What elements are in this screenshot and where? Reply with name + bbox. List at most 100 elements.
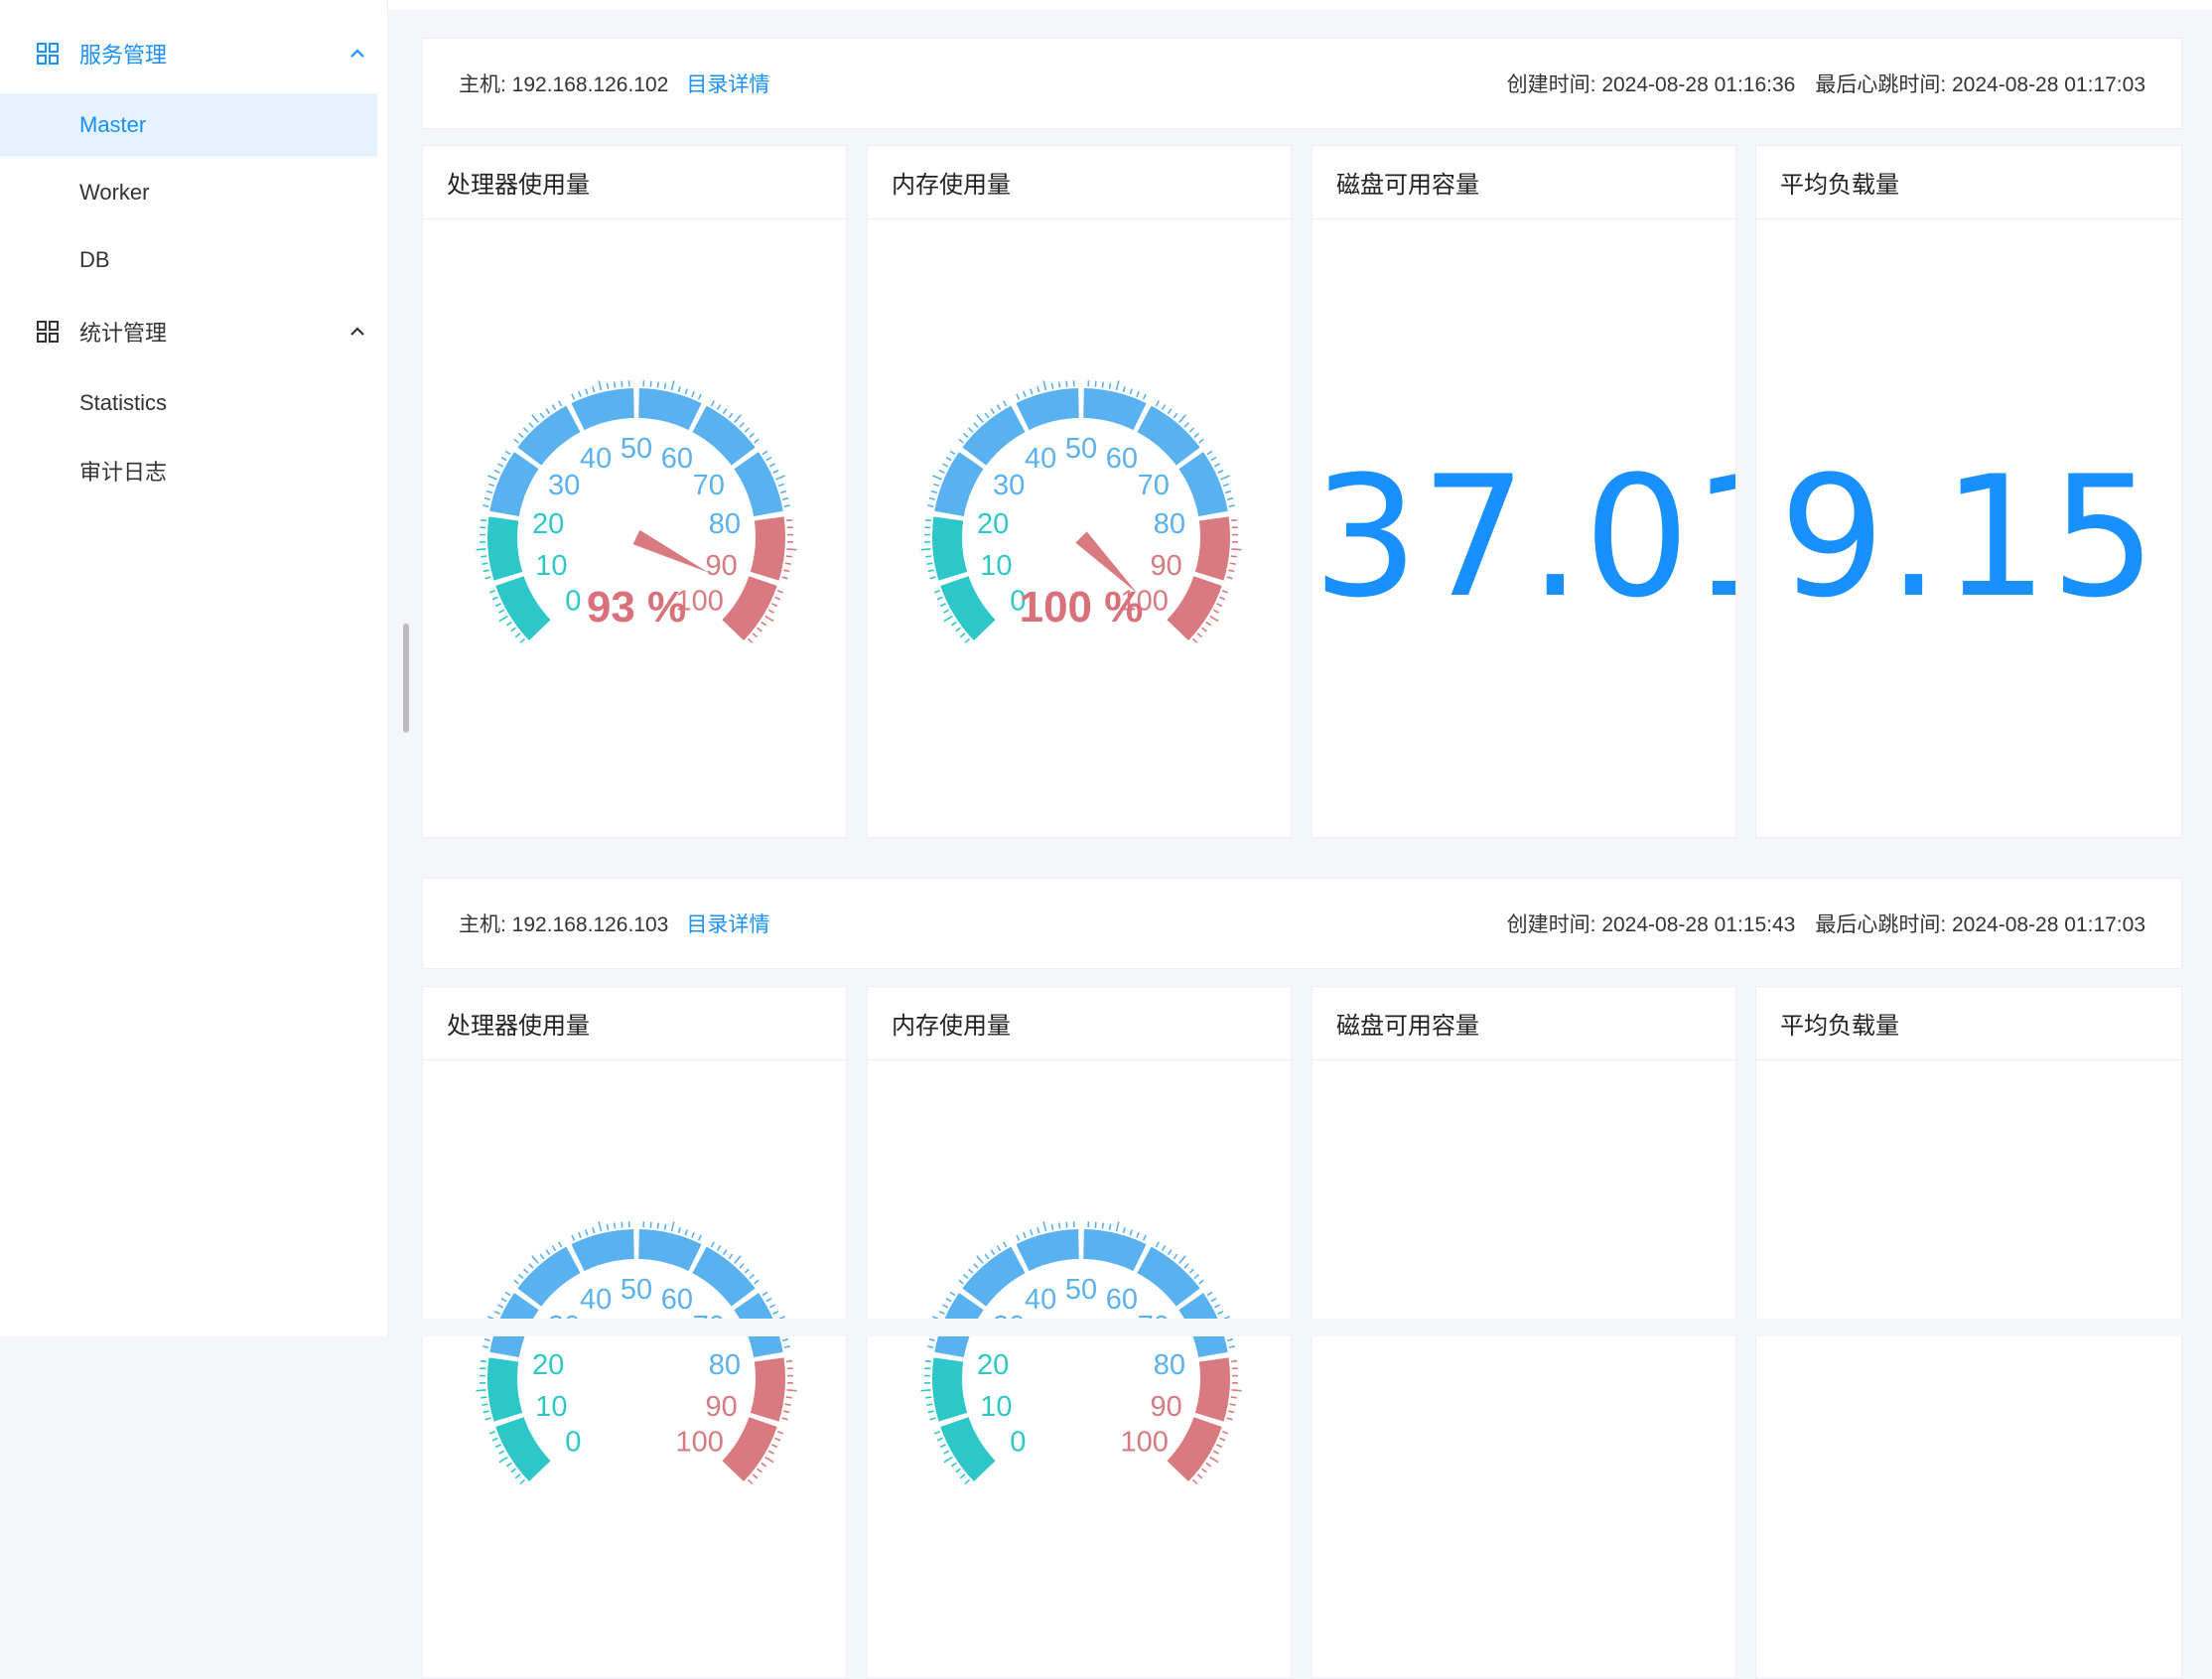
gauge-minor-tick bbox=[572, 1235, 574, 1240]
gauge-minor-tick bbox=[494, 1312, 499, 1315]
chevron-up-icon[interactable] bbox=[346, 42, 369, 66]
gauge-minor-tick bbox=[540, 1254, 544, 1259]
gauge-minor-tick bbox=[997, 405, 1000, 410]
gauge-minor-tick bbox=[717, 405, 720, 410]
gauge-minor-tick bbox=[1123, 386, 1125, 392]
grid-icon bbox=[36, 320, 60, 344]
gauge-minor-tick bbox=[515, 1474, 520, 1478]
gauge-minor-tick bbox=[1043, 1221, 1045, 1231]
gauge-minor-tick bbox=[1217, 604, 1222, 607]
sidebar-item-audit-log[interactable]: 审计日志 bbox=[0, 439, 377, 502]
gauge-minor-tick bbox=[786, 1397, 792, 1398]
gauge-tick-label: 80 bbox=[709, 508, 741, 540]
sidebar-item-statistics[interactable]: Statistics bbox=[0, 371, 377, 435]
gauge-minor-tick bbox=[511, 1469, 516, 1472]
disk-available-value: 37.01 bbox=[1313, 440, 1735, 634]
gauge-minor-tick bbox=[729, 1254, 733, 1259]
sidebar-scrollbar[interactable] bbox=[403, 624, 409, 733]
gauge-minor-tick bbox=[1197, 633, 1202, 637]
gauge-tick-label: 0 bbox=[565, 1427, 581, 1459]
gauge-minor-tick bbox=[664, 383, 665, 389]
gauge-minor-tick bbox=[1214, 1305, 1219, 1308]
gauge-minor-tick bbox=[1218, 1312, 1223, 1315]
gauge-minor-tick bbox=[925, 556, 931, 557]
gauge-minor-tick bbox=[1144, 1235, 1146, 1240]
gauge-minor-tick bbox=[1102, 382, 1103, 388]
gauge-minor-tick bbox=[1184, 423, 1188, 427]
gauge-minor-tick bbox=[492, 597, 498, 599]
gauge-minor-tick bbox=[1210, 1457, 1219, 1462]
gauge-band-segment bbox=[1195, 516, 1230, 580]
gauge-minor-tick bbox=[926, 563, 932, 564]
gauge-minor-tick bbox=[499, 610, 504, 613]
gauge-minor-tick bbox=[489, 591, 495, 593]
gauge-minor-tick bbox=[997, 1246, 1000, 1251]
gauge-minor-tick bbox=[1189, 1269, 1193, 1273]
grid-icon bbox=[36, 42, 60, 66]
chevron-up-icon[interactable] bbox=[346, 320, 369, 344]
gauge-minor-tick bbox=[940, 604, 945, 607]
gauge-minor-tick bbox=[579, 391, 581, 397]
gauge-minor-tick bbox=[1231, 1361, 1237, 1362]
directory-detail-link[interactable]: 目录详情 bbox=[686, 69, 769, 98]
gauge-minor-tick bbox=[778, 484, 784, 486]
gauge-minor-tick bbox=[729, 413, 733, 418]
gauge-minor-tick bbox=[1230, 563, 1236, 564]
directory-detail-link[interactable]: 目录详情 bbox=[686, 909, 769, 938]
sidebar-group-statistics[interactable]: 统计管理 bbox=[0, 296, 387, 367]
gauge-tick-label: 50 bbox=[621, 1274, 652, 1306]
gauge-minor-tick bbox=[1095, 1222, 1096, 1228]
gauge-tick-label: 80 bbox=[1154, 1349, 1185, 1381]
gauge-band-segment bbox=[487, 1357, 522, 1421]
gauge-minor-tick bbox=[520, 638, 524, 642]
gauge-minor-tick bbox=[1184, 1264, 1188, 1268]
gauge-minor-tick bbox=[546, 1250, 549, 1255]
gauge-minor-tick bbox=[768, 1451, 773, 1454]
gauge-minor-tick bbox=[786, 556, 792, 557]
gauge-minor-tick bbox=[937, 597, 943, 599]
sidebar-item-master[interactable]: Master bbox=[0, 93, 377, 157]
gauge-minor-tick bbox=[927, 505, 933, 506]
gauge-tick-label: 60 bbox=[1106, 1284, 1138, 1316]
gauge-minor-tick bbox=[782, 1418, 788, 1420]
sidebar-item-worker[interactable]: Worker bbox=[0, 161, 377, 224]
gauge-minor-tick bbox=[1004, 401, 1007, 406]
gauge-minor-tick bbox=[772, 1445, 777, 1448]
gauge-minor-tick bbox=[1192, 1479, 1196, 1483]
gauge-minor-tick bbox=[692, 1232, 694, 1238]
gauge-minor-tick bbox=[482, 563, 487, 564]
gauge-minor-tick bbox=[1222, 1432, 1228, 1434]
viewport-bottom bbox=[388, 1319, 2212, 1336]
gauge-minor-tick bbox=[1116, 380, 1118, 390]
gauge-minor-tick bbox=[650, 1222, 651, 1228]
gauge-tick-label: 90 bbox=[705, 1391, 737, 1423]
gauge-tick-label: 70 bbox=[1138, 470, 1170, 501]
gauge-minor-tick bbox=[929, 1339, 935, 1340]
gauge-minor-tick bbox=[925, 1397, 931, 1398]
gauge-minor-tick bbox=[959, 1280, 964, 1284]
gauge-minor-tick bbox=[1137, 1232, 1139, 1238]
gauge-minor-tick bbox=[783, 570, 789, 571]
gauge-minor-tick bbox=[486, 491, 492, 493]
created-time: 创建时间: 2024-08-28 01:16:36 bbox=[1507, 69, 1796, 98]
gauge-minor-tick bbox=[524, 428, 528, 432]
gauge-minor-tick bbox=[1232, 1390, 1242, 1391]
gauge-minor-tick bbox=[768, 610, 773, 613]
gauge-minor-tick bbox=[1228, 570, 1234, 571]
gauge-minor-tick bbox=[599, 380, 601, 390]
gauge-minor-tick bbox=[934, 1432, 940, 1434]
gauge-minor-tick bbox=[780, 491, 786, 493]
gauge-minor-tick bbox=[1162, 1246, 1165, 1251]
card-title: 磁盘可用容量 bbox=[1313, 987, 1735, 1060]
gauge-minor-tick bbox=[931, 491, 937, 493]
gauge-minor-tick bbox=[1059, 382, 1060, 388]
gauge-minor-tick bbox=[1217, 1445, 1222, 1448]
top-strip bbox=[388, 0, 2212, 10]
gauge-minor-tick bbox=[515, 633, 520, 637]
gauge-tick-label: 90 bbox=[1150, 550, 1181, 582]
gauge-pointer bbox=[632, 530, 707, 572]
gauge-minor-tick bbox=[540, 413, 544, 418]
sidebar-group-service[interactable]: 服务管理 bbox=[0, 18, 387, 89]
sidebar-item-db[interactable]: DB bbox=[0, 228, 377, 292]
gauge-minor-tick bbox=[944, 610, 949, 613]
